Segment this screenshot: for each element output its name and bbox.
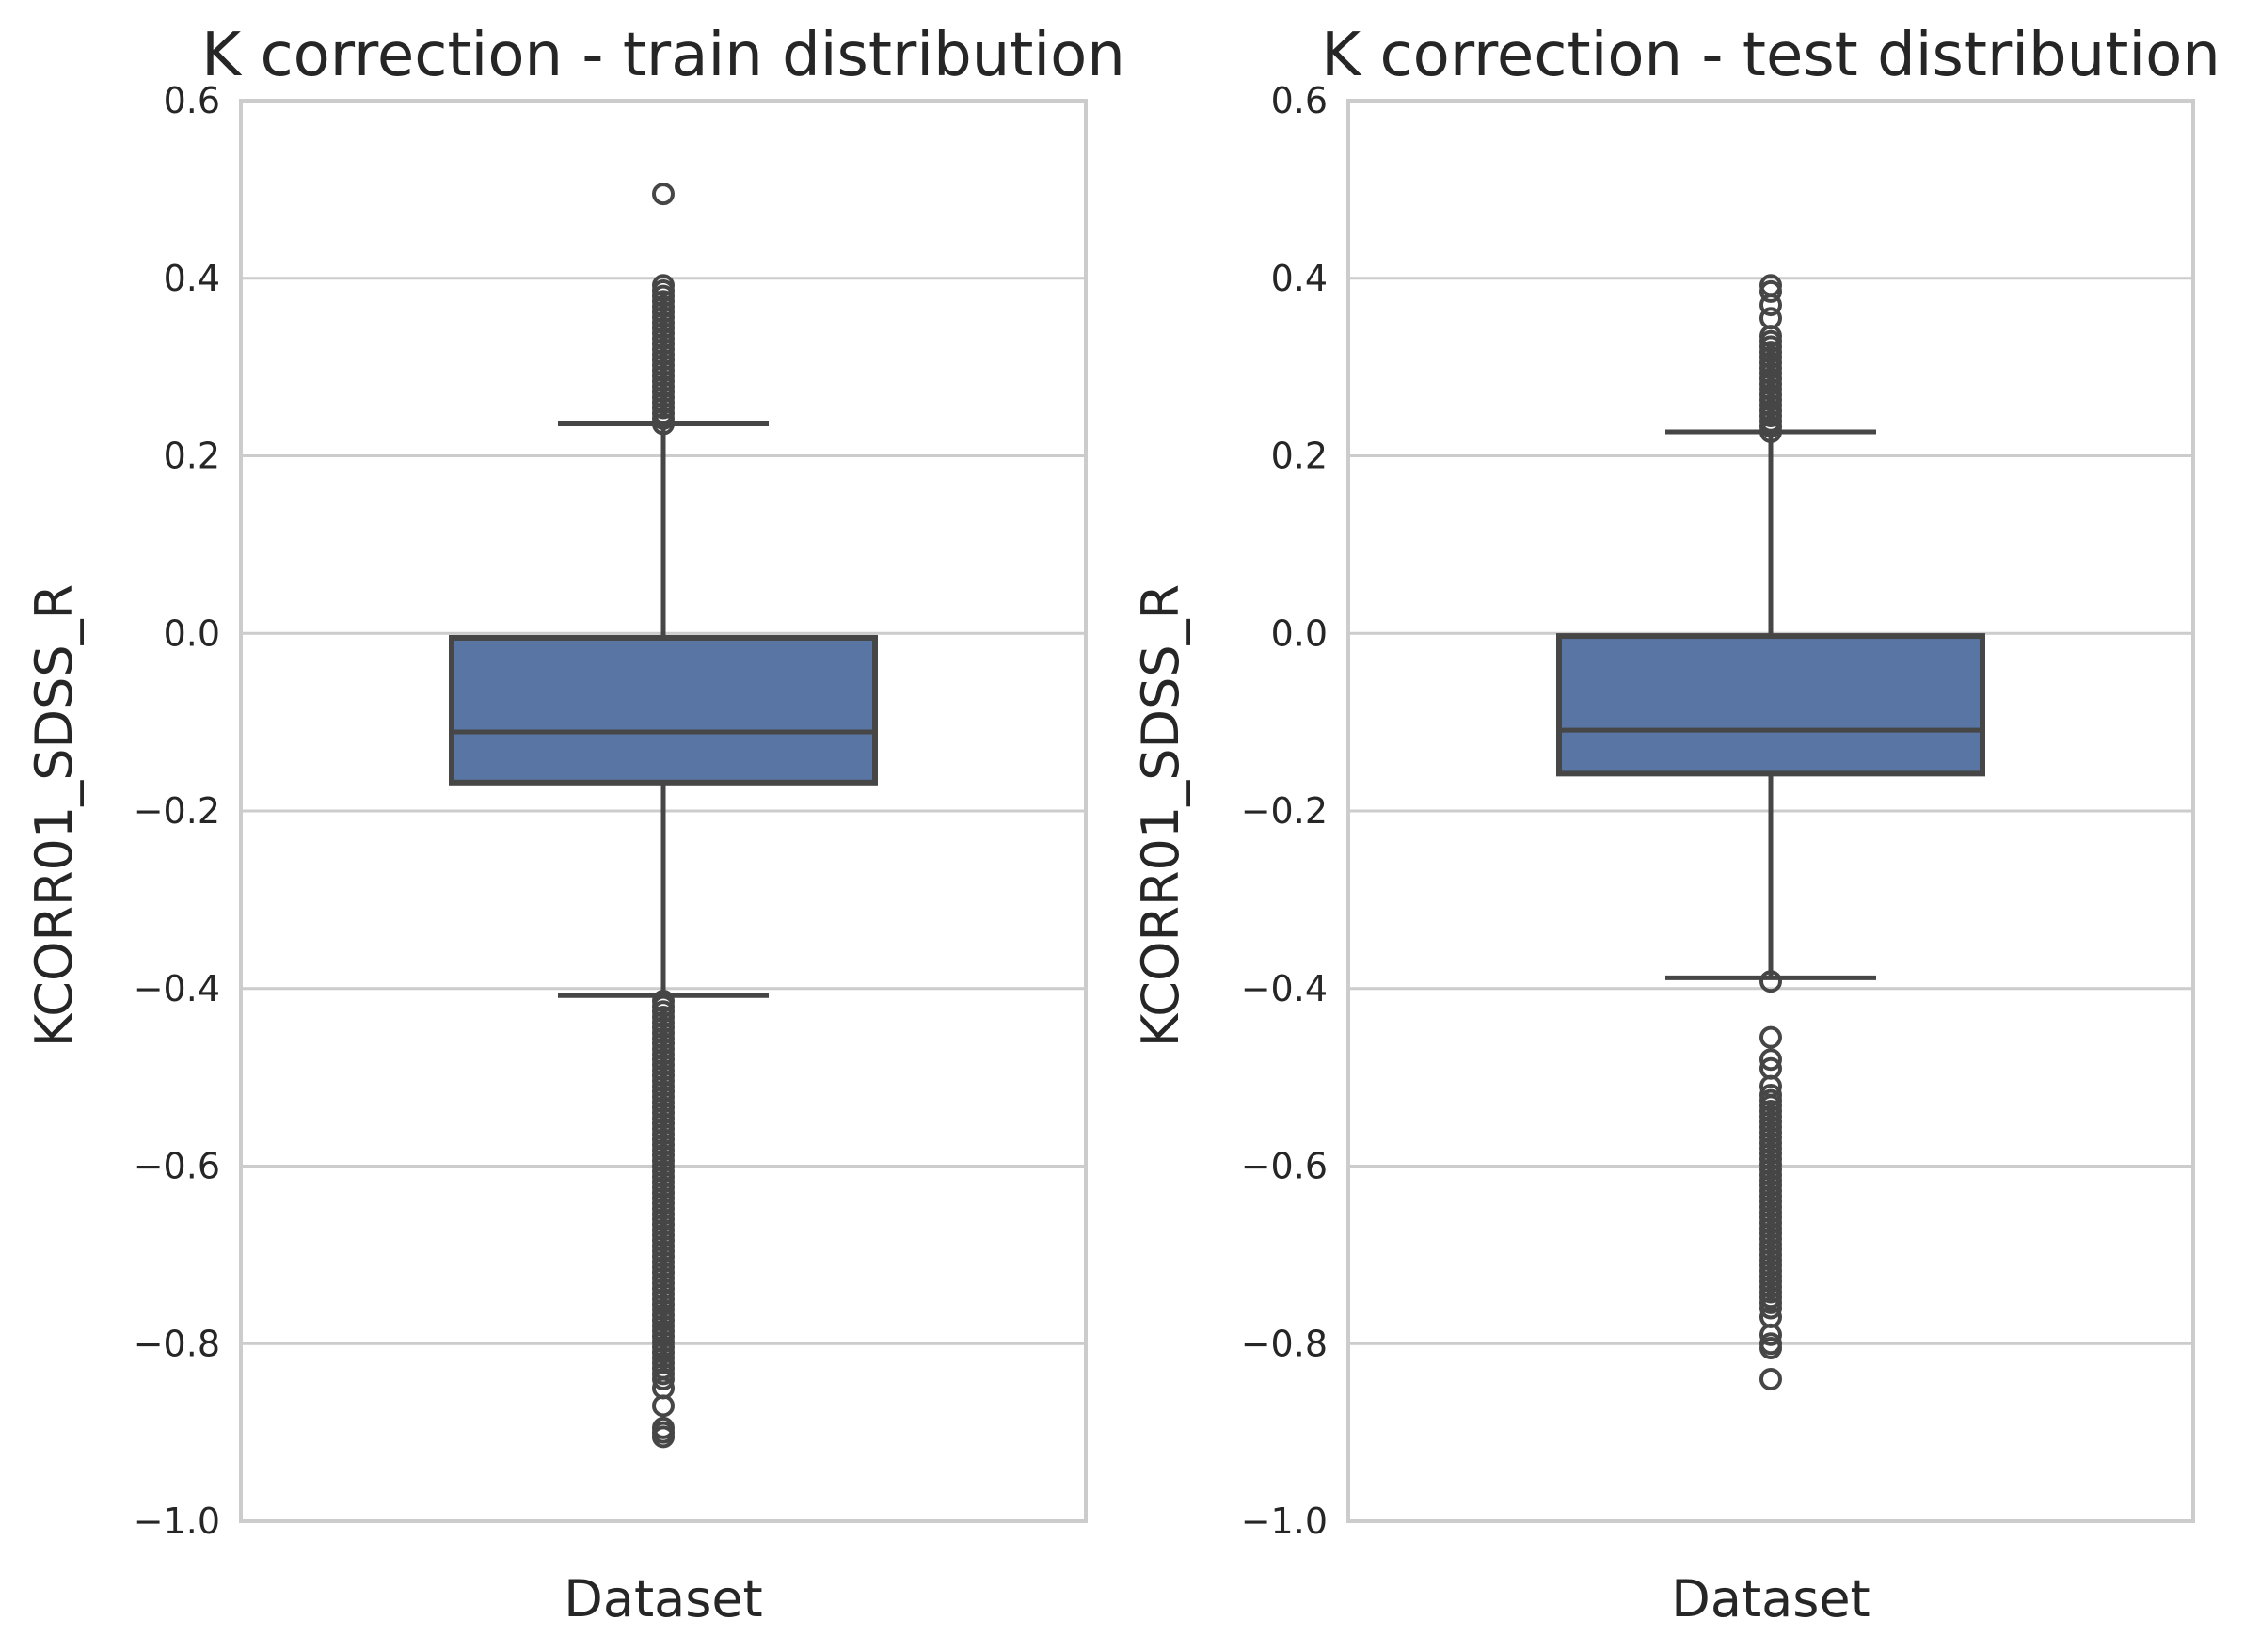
- test-outlier-point: [1759, 1025, 1782, 1049]
- train-box: [449, 421, 878, 998]
- test-y-tick-label: −1.0: [1241, 1501, 1328, 1542]
- test-y-tick-label: 0.2: [1271, 436, 1328, 477]
- test-outlier-point: [1759, 970, 1782, 993]
- test-outlier-point: [1759, 1336, 1782, 1359]
- test-y-tick-label: 0.0: [1271, 612, 1328, 654]
- train-y-tick-label: −0.4: [134, 968, 220, 1009]
- train-outlier-point: [652, 989, 675, 1012]
- train-outlier-point: [652, 1425, 675, 1449]
- test-box: [1556, 429, 1985, 980]
- test-y-tick-labels: −1.0 −0.8 −0.6 −0.4 −0.2 0.0 0.2 0.4 0.6: [1241, 80, 1328, 1542]
- train-y-tick-label: 0.0: [164, 612, 220, 654]
- train-outlier-point: [652, 274, 675, 297]
- test-outlier-point: [1759, 1084, 1782, 1106]
- test-y-tick-label: −0.4: [1241, 968, 1328, 1009]
- train-chart-title: K correction - train distribution: [201, 21, 1125, 90]
- test-y-tick-label: 0.6: [1271, 80, 1328, 121]
- test-x-axis-label: Dataset: [1671, 1569, 1870, 1628]
- test-plot-frame: [1346, 99, 2195, 1523]
- train-y-tick-label: −1.0: [134, 1501, 220, 1542]
- train-x-axis-label: Dataset: [564, 1569, 762, 1628]
- train-y-tick-label: 0.2: [164, 436, 220, 477]
- train-y-axis-label: KCORR01_SDSS_R: [24, 584, 84, 1047]
- test-outlier-point: [1759, 1323, 1782, 1346]
- train-y-tick-label: −0.2: [134, 790, 220, 832]
- test-y-axis-label: KCORR01_SDSS_R: [1131, 584, 1190, 1047]
- test-iqr-box: [1556, 633, 1985, 777]
- train-outliers: [652, 183, 675, 1449]
- test-outlier-point: [1759, 1048, 1782, 1072]
- train-outlier-point: [652, 183, 675, 206]
- train-y-tick-label: 0.6: [164, 80, 220, 121]
- train-y-tick-labels: −1.0 −0.8 −0.6 −0.4 −0.2 0.0 0.2 0.4 0.6: [134, 80, 220, 1542]
- train-y-tick-label: 0.4: [164, 258, 220, 299]
- test-y-tick-label: −0.8: [1241, 1323, 1328, 1364]
- test-chart-title: K correction - test distribution: [1321, 21, 2220, 90]
- test-outlier-point: [1759, 307, 1782, 330]
- test-outlier-point: [1759, 1074, 1782, 1098]
- test-y-tick-label: −0.6: [1241, 1146, 1328, 1187]
- train-y-tick-label: −0.6: [134, 1146, 220, 1187]
- test-y-tick-label: 0.4: [1271, 258, 1328, 299]
- train-outlier-point: [652, 1394, 675, 1418]
- test-outlier-point: [1759, 1368, 1782, 1390]
- train-plot-frame: [239, 99, 1088, 1523]
- test-y-tick-label: −0.2: [1241, 790, 1328, 832]
- test-outlier-point: [1759, 274, 1782, 297]
- test-outliers: [1759, 274, 1782, 1390]
- train-iqr-box: [449, 634, 878, 786]
- train-y-tick-label: −0.8: [134, 1323, 220, 1364]
- test-boxplot-panel: K correction - test distribution KCORR01…: [1131, 21, 2220, 1628]
- train-boxplot-panel: K correction - train distribution KCORR0…: [24, 21, 1125, 1628]
